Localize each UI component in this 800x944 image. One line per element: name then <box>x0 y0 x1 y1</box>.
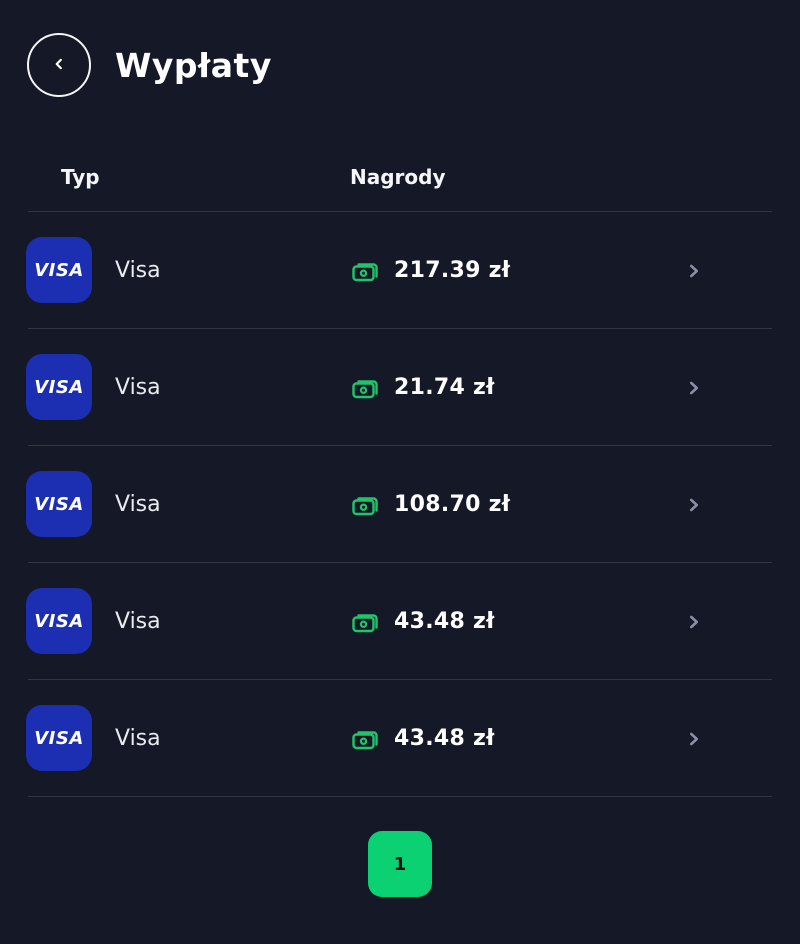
visa-badge: VISA <box>26 237 92 303</box>
table-row[interactable]: VISA Visa 108.70 zł <box>0 446 800 563</box>
visa-logo: VISA <box>34 259 84 281</box>
reward-amount: 217.39 zł <box>394 258 511 283</box>
back-button[interactable] <box>27 33 91 97</box>
table-row[interactable]: VISA Visa 43.48 zł <box>0 563 800 680</box>
reward-amount: 21.74 zł <box>394 375 495 400</box>
visa-logo: VISA <box>34 376 84 398</box>
chevron-right-icon[interactable] <box>680 446 708 563</box>
reward-cell: 43.48 zł <box>350 563 495 680</box>
column-header-rewards: Nagrody <box>350 165 446 189</box>
payment-type-label: Visa <box>115 726 161 751</box>
pagination: 1 <box>0 831 800 897</box>
reward-cell: 108.70 zł <box>350 446 510 563</box>
chevron-right-icon[interactable] <box>680 329 708 446</box>
page-button-1[interactable]: 1 <box>368 831 432 897</box>
page-title: Wypłaty <box>115 45 272 85</box>
banknotes-icon <box>350 256 380 286</box>
reward-amount: 108.70 zł <box>394 492 511 517</box>
payment-type-label: Visa <box>115 609 161 634</box>
reward-amount: 43.48 zł <box>394 726 495 751</box>
table-header: Typ Nagrody <box>0 165 800 212</box>
visa-logo: VISA <box>34 493 84 515</box>
app-header: Wypłaty <box>0 0 800 97</box>
chevron-left-icon <box>48 53 70 78</box>
visa-badge: VISA <box>26 354 92 420</box>
banknotes-icon <box>350 607 380 637</box>
chevron-right-icon[interactable] <box>680 563 708 680</box>
visa-badge: VISA <box>26 705 92 771</box>
payment-type-label: Visa <box>115 375 161 400</box>
banknotes-icon <box>350 373 380 403</box>
payout-list: VISA Visa 217.39 zł <box>0 212 800 797</box>
reward-cell: 217.39 zł <box>350 212 510 329</box>
payment-type-label: Visa <box>115 492 161 517</box>
column-header-type: Typ <box>61 165 100 189</box>
banknotes-icon <box>350 724 380 754</box>
visa-badge: VISA <box>26 588 92 654</box>
reward-amount: 43.48 zł <box>394 609 495 634</box>
reward-cell: 43.48 zł <box>350 680 495 797</box>
chevron-right-icon[interactable] <box>680 680 708 797</box>
visa-badge: VISA <box>26 471 92 537</box>
payment-type-label: Visa <box>115 258 161 283</box>
reward-cell: 21.74 zł <box>350 329 495 446</box>
visa-logo: VISA <box>34 610 84 632</box>
table-row[interactable]: VISA Visa 21.74 zł <box>0 329 800 446</box>
banknotes-icon <box>350 490 380 520</box>
table-row[interactable]: VISA Visa 43.48 zł <box>0 680 800 797</box>
visa-logo: VISA <box>34 727 84 749</box>
table-row[interactable]: VISA Visa 217.39 zł <box>0 212 800 329</box>
chevron-right-icon[interactable] <box>680 212 708 329</box>
